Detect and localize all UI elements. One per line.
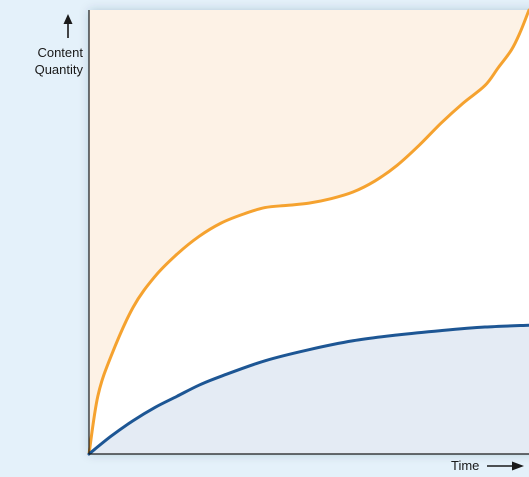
y-axis-label-line-1: Content [37,45,83,60]
y-axis-label-line-2: Quantity [34,62,83,77]
y-axis-label: Content Quantity [35,44,83,78]
y-arrow-head-icon [63,14,73,24]
series-1-area [89,10,529,454]
x-axis-label: Time [451,458,480,473]
x-arrow-head-icon [512,461,524,471]
series-1-line [87,8,529,456]
series-2-area [89,325,529,454]
series-2-line [87,323,529,456]
